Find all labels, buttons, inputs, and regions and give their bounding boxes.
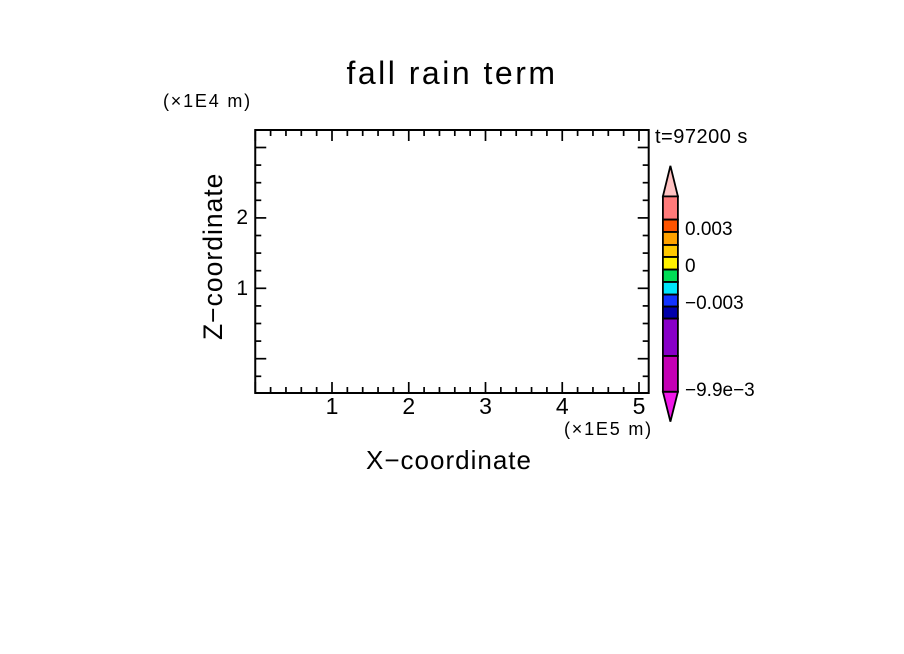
svg-text:1: 1 — [236, 277, 248, 300]
svg-text:5: 5 — [633, 393, 646, 419]
svg-text:−9.9e−3: −9.9e−3 — [685, 380, 755, 401]
svg-text:3: 3 — [479, 393, 492, 419]
svg-text:0: 0 — [685, 256, 696, 277]
svg-text:2: 2 — [236, 206, 248, 229]
svg-text:t=97200 s: t=97200 s — [655, 126, 748, 148]
svg-text:4: 4 — [556, 393, 569, 419]
svg-text:0.003: 0.003 — [685, 219, 733, 240]
svg-text:1: 1 — [326, 393, 339, 419]
svg-text:−0.003: −0.003 — [685, 293, 744, 314]
svg-text:2: 2 — [402, 393, 415, 419]
